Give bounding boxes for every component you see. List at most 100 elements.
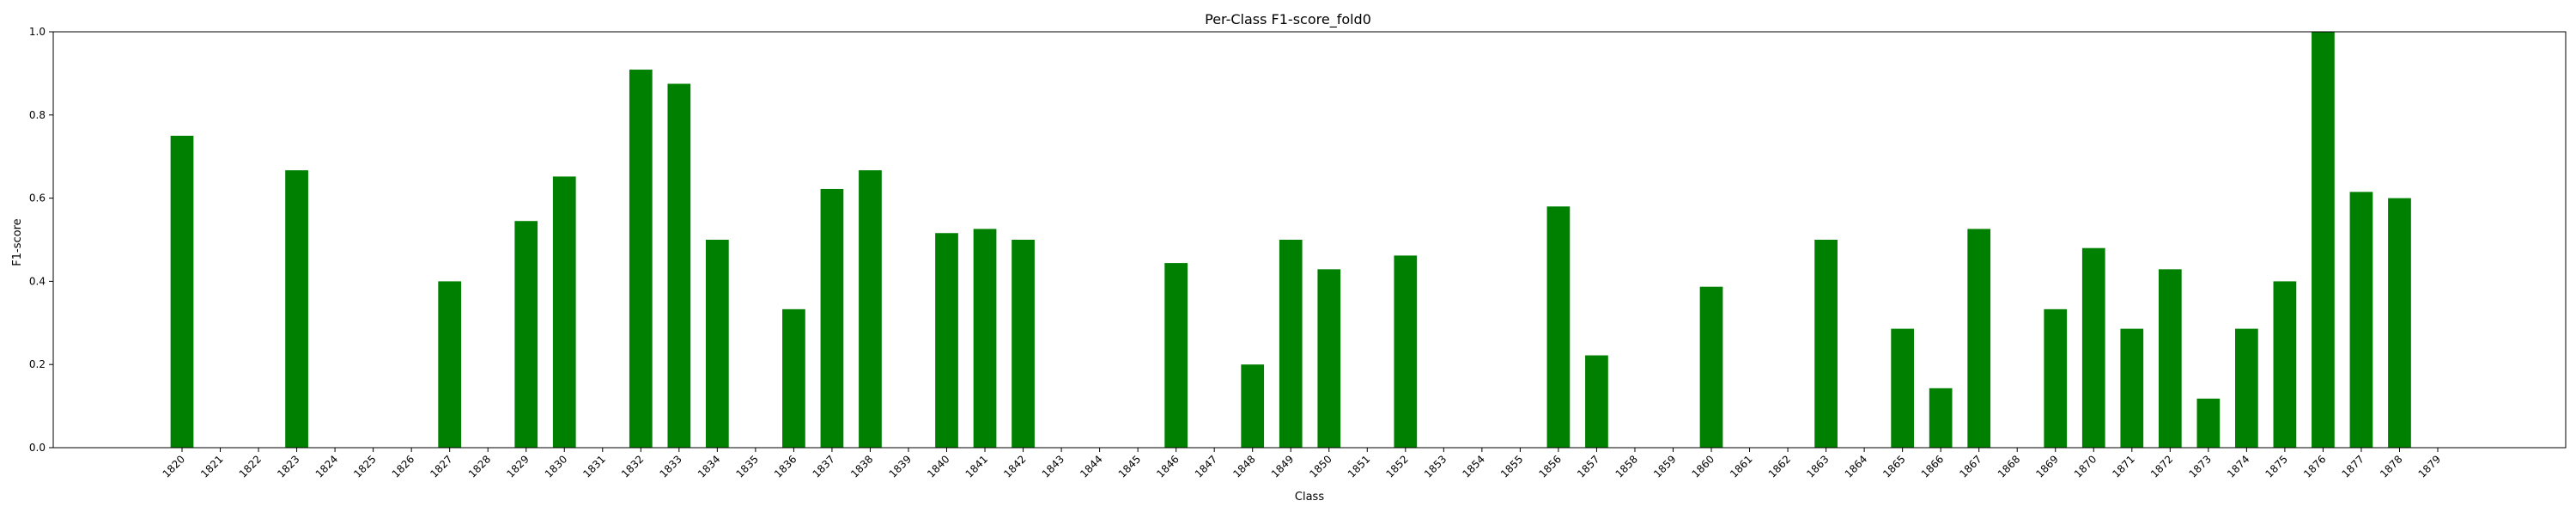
x-tick-label-1846: 1846 <box>1154 453 1181 479</box>
x-tick-label-1868: 1868 <box>1996 453 2022 479</box>
x-tick-label-1829: 1829 <box>504 453 531 479</box>
y-tick-label: 0.6 <box>29 192 46 205</box>
x-tick-label-1834: 1834 <box>696 453 722 479</box>
x-tick-label-1848: 1848 <box>1230 453 1257 479</box>
x-tick-label-1840: 1840 <box>925 453 951 479</box>
bar-1820 <box>170 136 194 448</box>
x-tick-label-1831: 1831 <box>580 453 607 479</box>
x-tick-label-1837: 1837 <box>811 453 837 479</box>
x-tick-label-1862: 1862 <box>1766 453 1793 479</box>
x-tick-label-1821: 1821 <box>198 453 225 479</box>
x-tick-label-1857: 1857 <box>1575 453 1601 479</box>
bar-1850 <box>1317 269 1341 448</box>
bar-1866 <box>1929 388 1953 448</box>
bar-1873 <box>2196 398 2221 448</box>
plot-area: 0.0 0.2 0.4 0.6 0.8 1.0 1820 1821 1822 1823 1824 18… <box>29 26 2443 480</box>
x-tick-label-1861: 1861 <box>1728 453 1754 479</box>
bar-1867 <box>1967 229 1991 448</box>
x-tick-label-1853: 1853 <box>1422 453 1449 479</box>
x-tick-label-1855: 1855 <box>1498 453 1525 479</box>
x-tick-label-1863: 1863 <box>1804 453 1831 479</box>
x-tick-label-1843: 1843 <box>1040 453 1066 479</box>
x-tick-label-1864: 1864 <box>1843 453 1869 479</box>
x-tick-label-1851: 1851 <box>1346 453 1372 479</box>
bar-1871 <box>2120 328 2144 448</box>
x-tick-label-1852: 1852 <box>1383 453 1410 479</box>
bar-1860 <box>1699 286 1723 448</box>
bar-1833 <box>667 83 691 448</box>
bar-1827 <box>438 281 462 448</box>
bar-1876 <box>2312 32 2335 448</box>
bar-1838 <box>859 170 882 449</box>
y-tick-label: 0.0 <box>29 442 46 454</box>
x-tick-label-1866: 1866 <box>1919 453 1946 479</box>
x-tick-label-1832: 1832 <box>619 453 646 479</box>
y-tick-label: 0.4 <box>29 275 46 287</box>
y-tick-label: 0.8 <box>29 109 46 121</box>
x-tick-label-1842: 1842 <box>1001 453 1028 479</box>
x-tick-label-1835: 1835 <box>734 453 761 479</box>
x-tick-label-1844: 1844 <box>1078 453 1104 479</box>
bar-1834 <box>706 240 729 448</box>
bar-1848 <box>1241 364 1265 448</box>
bar-1829 <box>514 221 538 448</box>
bar-1846 <box>1164 263 1188 448</box>
x-tick-label-1879: 1879 <box>2416 453 2443 479</box>
y-tick-label: 0.2 <box>29 358 46 370</box>
x-tick-label-1838: 1838 <box>848 453 875 479</box>
bar-1837 <box>820 188 844 448</box>
x-tick-label-1874: 1874 <box>2225 453 2251 479</box>
bar-1823 <box>285 170 308 449</box>
x-tick-label-1875: 1875 <box>2263 453 2290 479</box>
x-tick-label-1865: 1865 <box>1880 453 1907 479</box>
x-tick-label-1845: 1845 <box>1116 453 1143 479</box>
x-tick-label-1870: 1870 <box>2072 453 2099 479</box>
bar-1877 <box>2349 192 2373 448</box>
x-tick-label-1820: 1820 <box>161 453 187 479</box>
x-tick-label-1878: 1878 <box>2378 453 2404 479</box>
bar-1849 <box>1279 240 1303 448</box>
x-tick-label-1860: 1860 <box>1690 453 1716 479</box>
x-tick-label-1871: 1871 <box>2110 453 2136 479</box>
y-tick-label: 1.0 <box>29 26 46 38</box>
x-tick-label-1841: 1841 <box>963 453 990 479</box>
x-tick-label-1826: 1826 <box>390 453 416 479</box>
x-axis-label: Class <box>1295 491 1324 504</box>
x-tick-label-1850: 1850 <box>1307 453 1334 479</box>
x-tick-label-1830: 1830 <box>543 453 569 479</box>
bar-1841 <box>973 229 997 448</box>
x-tick-label-1822: 1822 <box>237 453 264 479</box>
x-tick-label-1856: 1856 <box>1537 453 1564 479</box>
x-tick-label-1833: 1833 <box>657 453 683 479</box>
x-tick-label-1827: 1827 <box>428 453 454 479</box>
x-tick-label-1825: 1825 <box>351 453 378 479</box>
bar-1836 <box>782 308 805 448</box>
bar-1865 <box>1891 328 1915 448</box>
x-tick-label-1876: 1876 <box>2301 453 2328 479</box>
x-tick-label-1877: 1877 <box>2340 453 2366 479</box>
bar-1840 <box>935 233 958 448</box>
x-tick-label-1859: 1859 <box>1651 453 1678 479</box>
bar-1842 <box>1012 240 1035 448</box>
bar-1856 <box>1546 206 1571 448</box>
x-tick-label-1873: 1873 <box>2186 453 2213 479</box>
bar-1872 <box>2158 269 2182 448</box>
chart-title: Per-Class F1-score_fold0 <box>1205 11 1371 28</box>
bar-1874 <box>2235 328 2258 448</box>
x-tick-label-1839: 1839 <box>887 453 914 479</box>
x-tick-label-1847: 1847 <box>1193 453 1219 479</box>
bar-1870 <box>2081 247 2105 448</box>
x-tick-label-1867: 1867 <box>1957 453 1984 479</box>
x-tick-label-1858: 1858 <box>1613 453 1640 479</box>
x-tick-label-1836: 1836 <box>772 453 799 479</box>
bar-1869 <box>2044 308 2068 448</box>
x-tick-label-1854: 1854 <box>1460 453 1486 479</box>
bar-1878 <box>2388 198 2411 448</box>
bar-1830 <box>552 176 576 448</box>
x-tick-label-1872: 1872 <box>2148 453 2175 479</box>
x-tick-label-1869: 1869 <box>2033 453 2060 479</box>
bar-1852 <box>1394 255 1418 448</box>
x-tick-label-1823: 1823 <box>275 453 301 479</box>
